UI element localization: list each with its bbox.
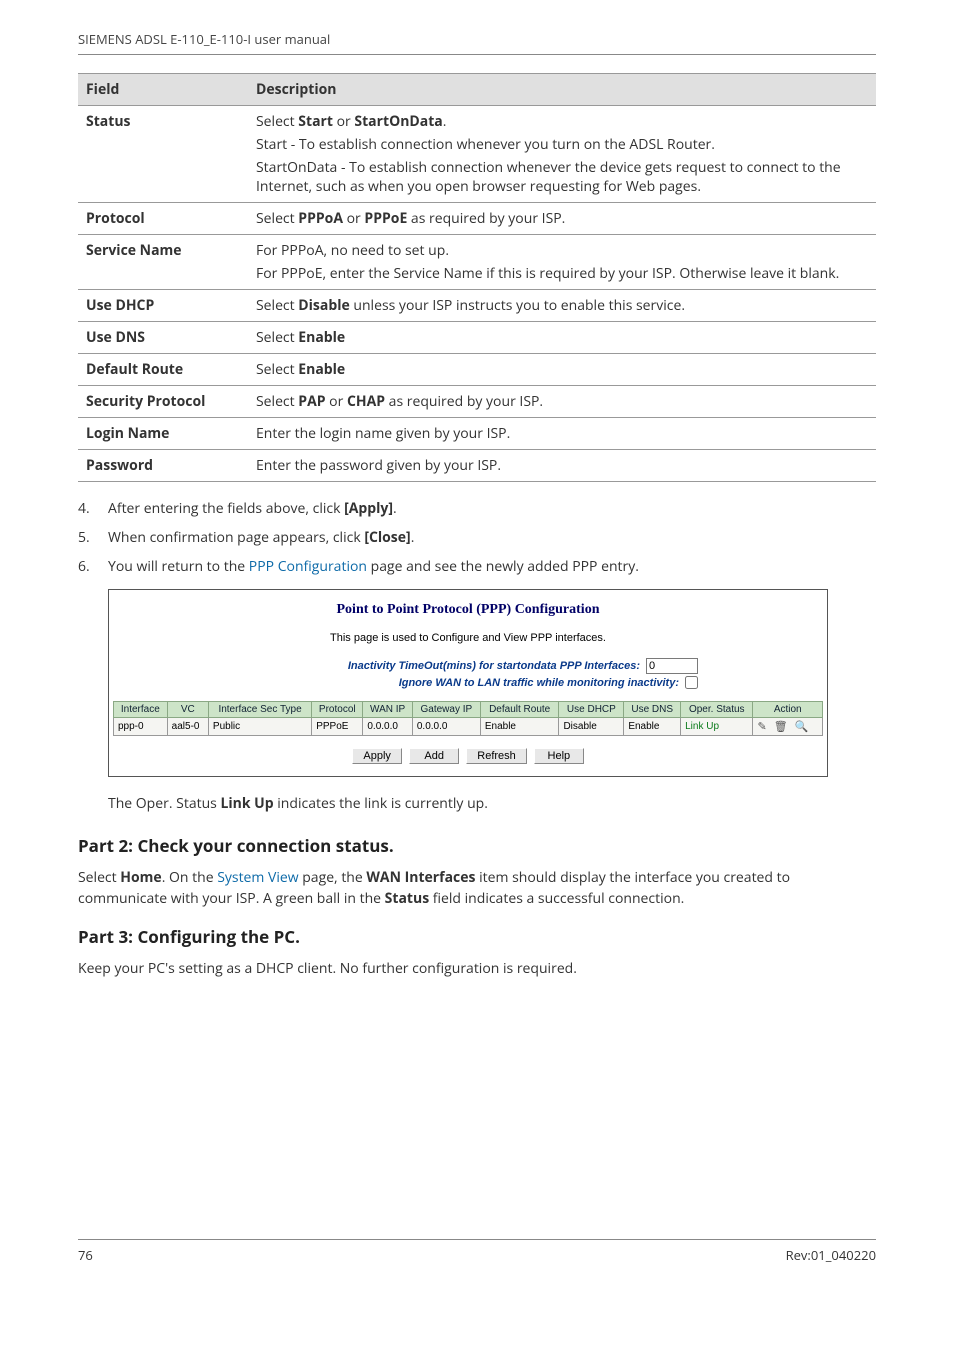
step-item: 4.After entering the fields above, click… <box>78 498 876 519</box>
ppp-config-figure: Point to Point Protocol (PPP) Configurat… <box>108 589 876 777</box>
cell-usedhcp: Disable <box>559 718 624 736</box>
ignore-wan-checkbox[interactable] <box>685 676 698 689</box>
cell-gwip: 0.0.0.0 <box>412 718 480 736</box>
field-name-cell: Use DNS <box>78 322 248 354</box>
add-button[interactable]: Add <box>409 748 459 764</box>
field-name-cell: Login Name <box>78 418 248 450</box>
caption-after-figure: The Oper. Status Link Up indicates the l… <box>108 793 876 814</box>
ppp-subtitle: This page is used to Configure and View … <box>109 632 827 644</box>
field-name-cell: Security Protocol <box>78 386 248 418</box>
ppp-th: Oper. Status <box>681 702 753 718</box>
ppp-button-row: Apply Add Refresh Help <box>109 748 827 764</box>
part3-paragraph: Keep your PC's setting as a DHCP client.… <box>78 958 876 979</box>
part3-heading: Part 3: Configuring the PC. <box>78 925 876 948</box>
ppp-th: Gateway IP <box>412 702 480 718</box>
ppp-title: Point to Point Protocol (PPP) Configurat… <box>109 602 827 618</box>
field-desc-cell: Select PAP or CHAP as required by your I… <box>248 386 876 418</box>
field-name-cell: Service Name <box>78 235 248 290</box>
field-desc-cell: Enter the password given by your ISP. <box>248 450 876 482</box>
part2-heading: Part 2: Check your connection status. <box>78 834 876 857</box>
cell-usedns: Enable <box>624 718 681 736</box>
ppp-th: Protocol <box>312 702 363 718</box>
field-desc-cell: Select Disable unless your ISP instructs… <box>248 290 876 322</box>
ppp-th: Use DHCP <box>559 702 624 718</box>
ppp-th: VC <box>167 702 208 718</box>
field-desc-cell: Select Enable <box>248 322 876 354</box>
field-desc-cell: Select Enable <box>248 354 876 386</box>
manual-header: SIEMENS ADSL E-110_E-110-I user manual <box>78 30 876 55</box>
step-item: 5.When confirmation page appears, click … <box>78 527 876 548</box>
ppp-th: Default Route <box>480 702 559 718</box>
steps-list: 4.After entering the fields above, click… <box>78 498 876 577</box>
ppp-data-row: ppp-0 aal5-0 Public PPPoE 0.0.0.0 0.0.0.… <box>114 718 823 736</box>
ppp-th: Use DNS <box>624 702 681 718</box>
cell-oper-status: Link Up <box>681 718 753 736</box>
field-desc-cell: Enter the login name given by your ISP. <box>248 418 876 450</box>
refresh-button[interactable]: Refresh <box>466 748 527 764</box>
inactivity-timeout-input[interactable] <box>646 658 698 674</box>
field-name-cell: Use DHCP <box>78 290 248 322</box>
step-item: 6.You will return to the PPP Configurati… <box>78 556 876 577</box>
ppp-config-link[interactable]: PPP Configuration <box>249 557 367 576</box>
revision: Rev:01_040220 <box>786 1246 876 1264</box>
cell-interface: ppp-0 <box>114 718 168 736</box>
apply-button[interactable]: Apply <box>352 748 402 764</box>
cell-defroute: Enable <box>480 718 559 736</box>
th-field: Field <box>78 74 248 106</box>
page-number: 76 <box>78 1246 93 1264</box>
page-footer: 76 Rev:01_040220 <box>78 1239 876 1264</box>
ppp-th: Interface Sec Type <box>208 702 311 718</box>
field-desc-cell: Select PPPoA or PPPoE as required by you… <box>248 203 876 235</box>
ppp-data-table: InterfaceVCInterface Sec TypeProtocolWAN… <box>113 701 823 736</box>
field-name-cell: Status <box>78 106 248 203</box>
field-description-table: Field Description StatusSelect Start or … <box>78 73 876 482</box>
help-button[interactable]: Help <box>534 748 584 764</box>
field-desc-cell: For PPPoA, no need to set up.For PPPoE, … <box>248 235 876 290</box>
th-description: Description <box>248 74 876 106</box>
opt1-label: Inactivity TimeOut(mins) for startondata… <box>238 660 640 672</box>
cell-protocol: PPPoE <box>312 718 363 736</box>
ppp-options: Inactivity TimeOut(mins) for startondata… <box>109 658 827 691</box>
field-name-cell: Password <box>78 450 248 482</box>
field-name-cell: Protocol <box>78 203 248 235</box>
ppp-th: Action <box>753 702 823 718</box>
field-name-cell: Default Route <box>78 354 248 386</box>
cell-sectype: Public <box>208 718 311 736</box>
cell-action-icons[interactable]: ✎ 🗑 🔍 <box>753 718 823 736</box>
ppp-th: Interface <box>114 702 168 718</box>
opt2-label: Ignore WAN to LAN traffic while monitori… <box>238 677 679 689</box>
cell-wanip: 0.0.0.0 <box>363 718 413 736</box>
system-view-link[interactable]: System View <box>217 868 298 887</box>
field-desc-cell: Select Start or StartOnData.Start - To e… <box>248 106 876 203</box>
cell-vc: aal5-0 <box>167 718 208 736</box>
part2-paragraph: Select Home. On the System View page, th… <box>78 867 876 909</box>
ppp-th: WAN IP <box>363 702 413 718</box>
